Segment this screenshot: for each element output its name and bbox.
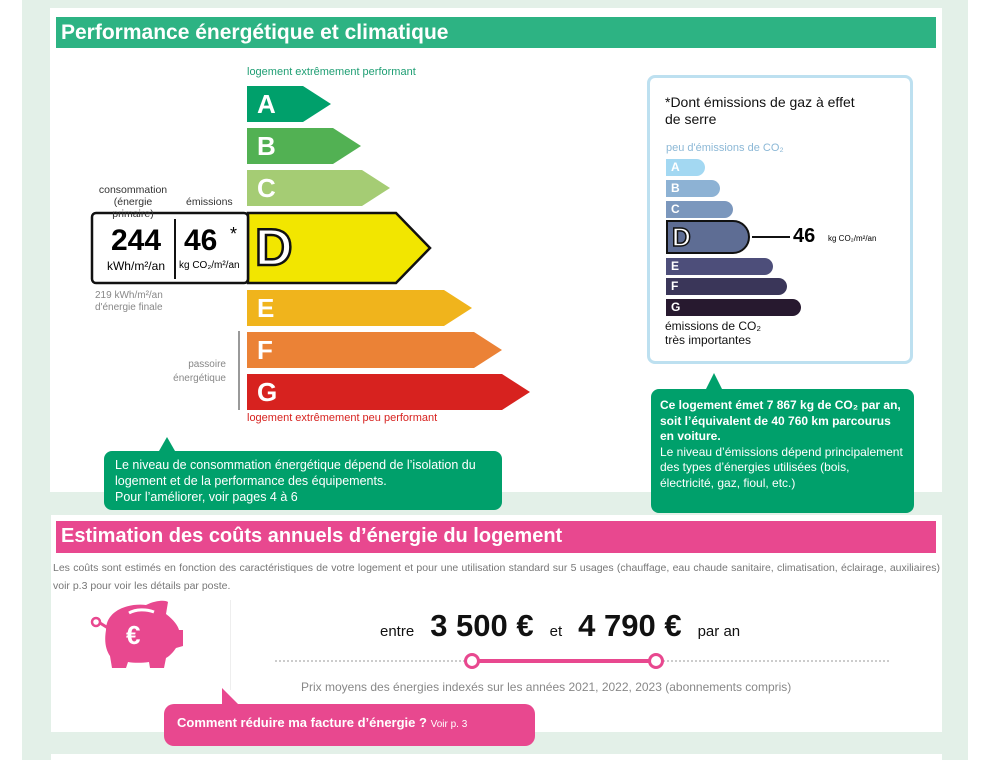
cost-range: entre 3 500 € et 4 790 € par an xyxy=(380,608,740,644)
climate-class-f: F xyxy=(666,278,787,295)
reduce-bill-link[interactable]: Comment réduire ma facture d’énergie ? V… xyxy=(164,704,535,746)
cost-range-bar xyxy=(472,659,656,663)
between-label: entre xyxy=(380,623,415,640)
energy-class-c: C xyxy=(247,170,390,206)
cost-low: 3 500 € xyxy=(430,608,534,643)
passoire-text-1: passoire xyxy=(188,359,226,370)
costs-description: Les coûts sont estimés en fonction des c… xyxy=(53,562,940,592)
climate-class-g: G xyxy=(666,299,801,316)
climate-class-a: A xyxy=(666,159,705,176)
see-page-text: Voir p. 3 xyxy=(430,719,468,730)
climate-bottom-1: émissions de CO₂ xyxy=(665,319,762,333)
climate-class-e: E xyxy=(666,258,773,275)
bubble-pointer xyxy=(159,437,175,451)
climate-top-label: peu d'émissions de CO₂ xyxy=(666,142,784,154)
climate-bottom-2: très importantes xyxy=(665,333,752,347)
divider xyxy=(230,600,231,690)
final-energy: 219 kWh/m²/an d'énergie finale xyxy=(95,290,163,314)
final-energy-label: d'énergie finale xyxy=(95,302,163,313)
passoire-divider xyxy=(238,331,240,410)
final-energy-value: 219 kWh/m²/an xyxy=(95,290,163,301)
cost-high-marker xyxy=(648,653,664,669)
climate-value: 46 xyxy=(793,225,816,247)
energy-bubble-text-2: Pour l’améliorer, voir pages 4 à 6 xyxy=(115,490,298,504)
climate-bubble-text: Le niveau d’émissions dépend principalem… xyxy=(660,444,903,490)
cost-low-marker xyxy=(464,653,480,669)
climate-class-c: C xyxy=(666,201,733,218)
svg-text:€: € xyxy=(126,620,140,650)
top-label: logement extrêmement performant xyxy=(247,66,416,78)
energy-section-title: Performance énergétique et climatique xyxy=(56,17,936,48)
climate-info-bubble: Ce logement émet 7 867 kg de CO₂ par an,… xyxy=(651,389,914,513)
climate-bottom-label: émissions de CO₂ très importantes xyxy=(665,319,761,347)
energy-class-d-frame xyxy=(90,211,432,285)
emissions-star: * xyxy=(230,224,238,244)
energy-info-bubble: Le niveau de consommation énergétique dé… xyxy=(104,451,502,510)
energy-class-f: F xyxy=(247,332,502,368)
climate-bubble-bold: Ce logement émet 7 867 kg de CO₂ par an,… xyxy=(660,398,901,443)
consumption-label: consommation (énergie primaire) xyxy=(92,184,174,220)
consumption-unit: kWh/m²/an xyxy=(106,259,165,273)
energy-class-e: E xyxy=(247,290,472,326)
next-panel xyxy=(51,754,942,760)
energy-bubble-text-1: Le niveau de consommation énergétique dé… xyxy=(115,458,476,488)
costs-section-title: Estimation des coûts annuels d’énergie d… xyxy=(56,521,936,553)
climate-note: *Dont émissions de gaz à effet de serre xyxy=(665,94,855,127)
climate-unit: kg CO₂/m²/an xyxy=(828,234,877,243)
and-label: et xyxy=(549,623,563,640)
energy-class-b: B xyxy=(247,128,361,164)
prices-note: Prix moyens des énergies indexés sur les… xyxy=(301,680,792,694)
reduce-bill-text: Comment réduire ma facture d’énergie ? xyxy=(177,715,427,730)
link-bubble-pointer xyxy=(222,688,242,708)
per-year-label: par an xyxy=(697,623,741,640)
energy-class-g: G xyxy=(247,374,530,410)
emissions-value: 46 xyxy=(184,224,218,257)
emissions-label: émissions xyxy=(186,196,233,208)
consumption-sub-text: (énergie primaire) xyxy=(112,196,154,220)
climate-pointer-line xyxy=(752,236,790,238)
bottom-label: logement extrêmement peu performant xyxy=(247,412,438,424)
piggy-bank-euro-icon: € xyxy=(90,600,183,668)
climate-class-b: B xyxy=(666,180,720,197)
passoire-text-2: énergétique xyxy=(173,373,226,384)
consumption-label-text: consommation xyxy=(98,184,168,196)
cost-high: 4 790 € xyxy=(578,608,682,643)
consumption-value: 244 xyxy=(110,224,162,257)
passoire-label: passoire énergétique xyxy=(160,358,226,386)
energy-class-d: D xyxy=(254,218,294,279)
climate-class-d: D xyxy=(666,220,750,254)
climate-bubble-pointer xyxy=(706,373,722,389)
emissions-unit: kg CO₂/m²/an xyxy=(179,260,240,271)
